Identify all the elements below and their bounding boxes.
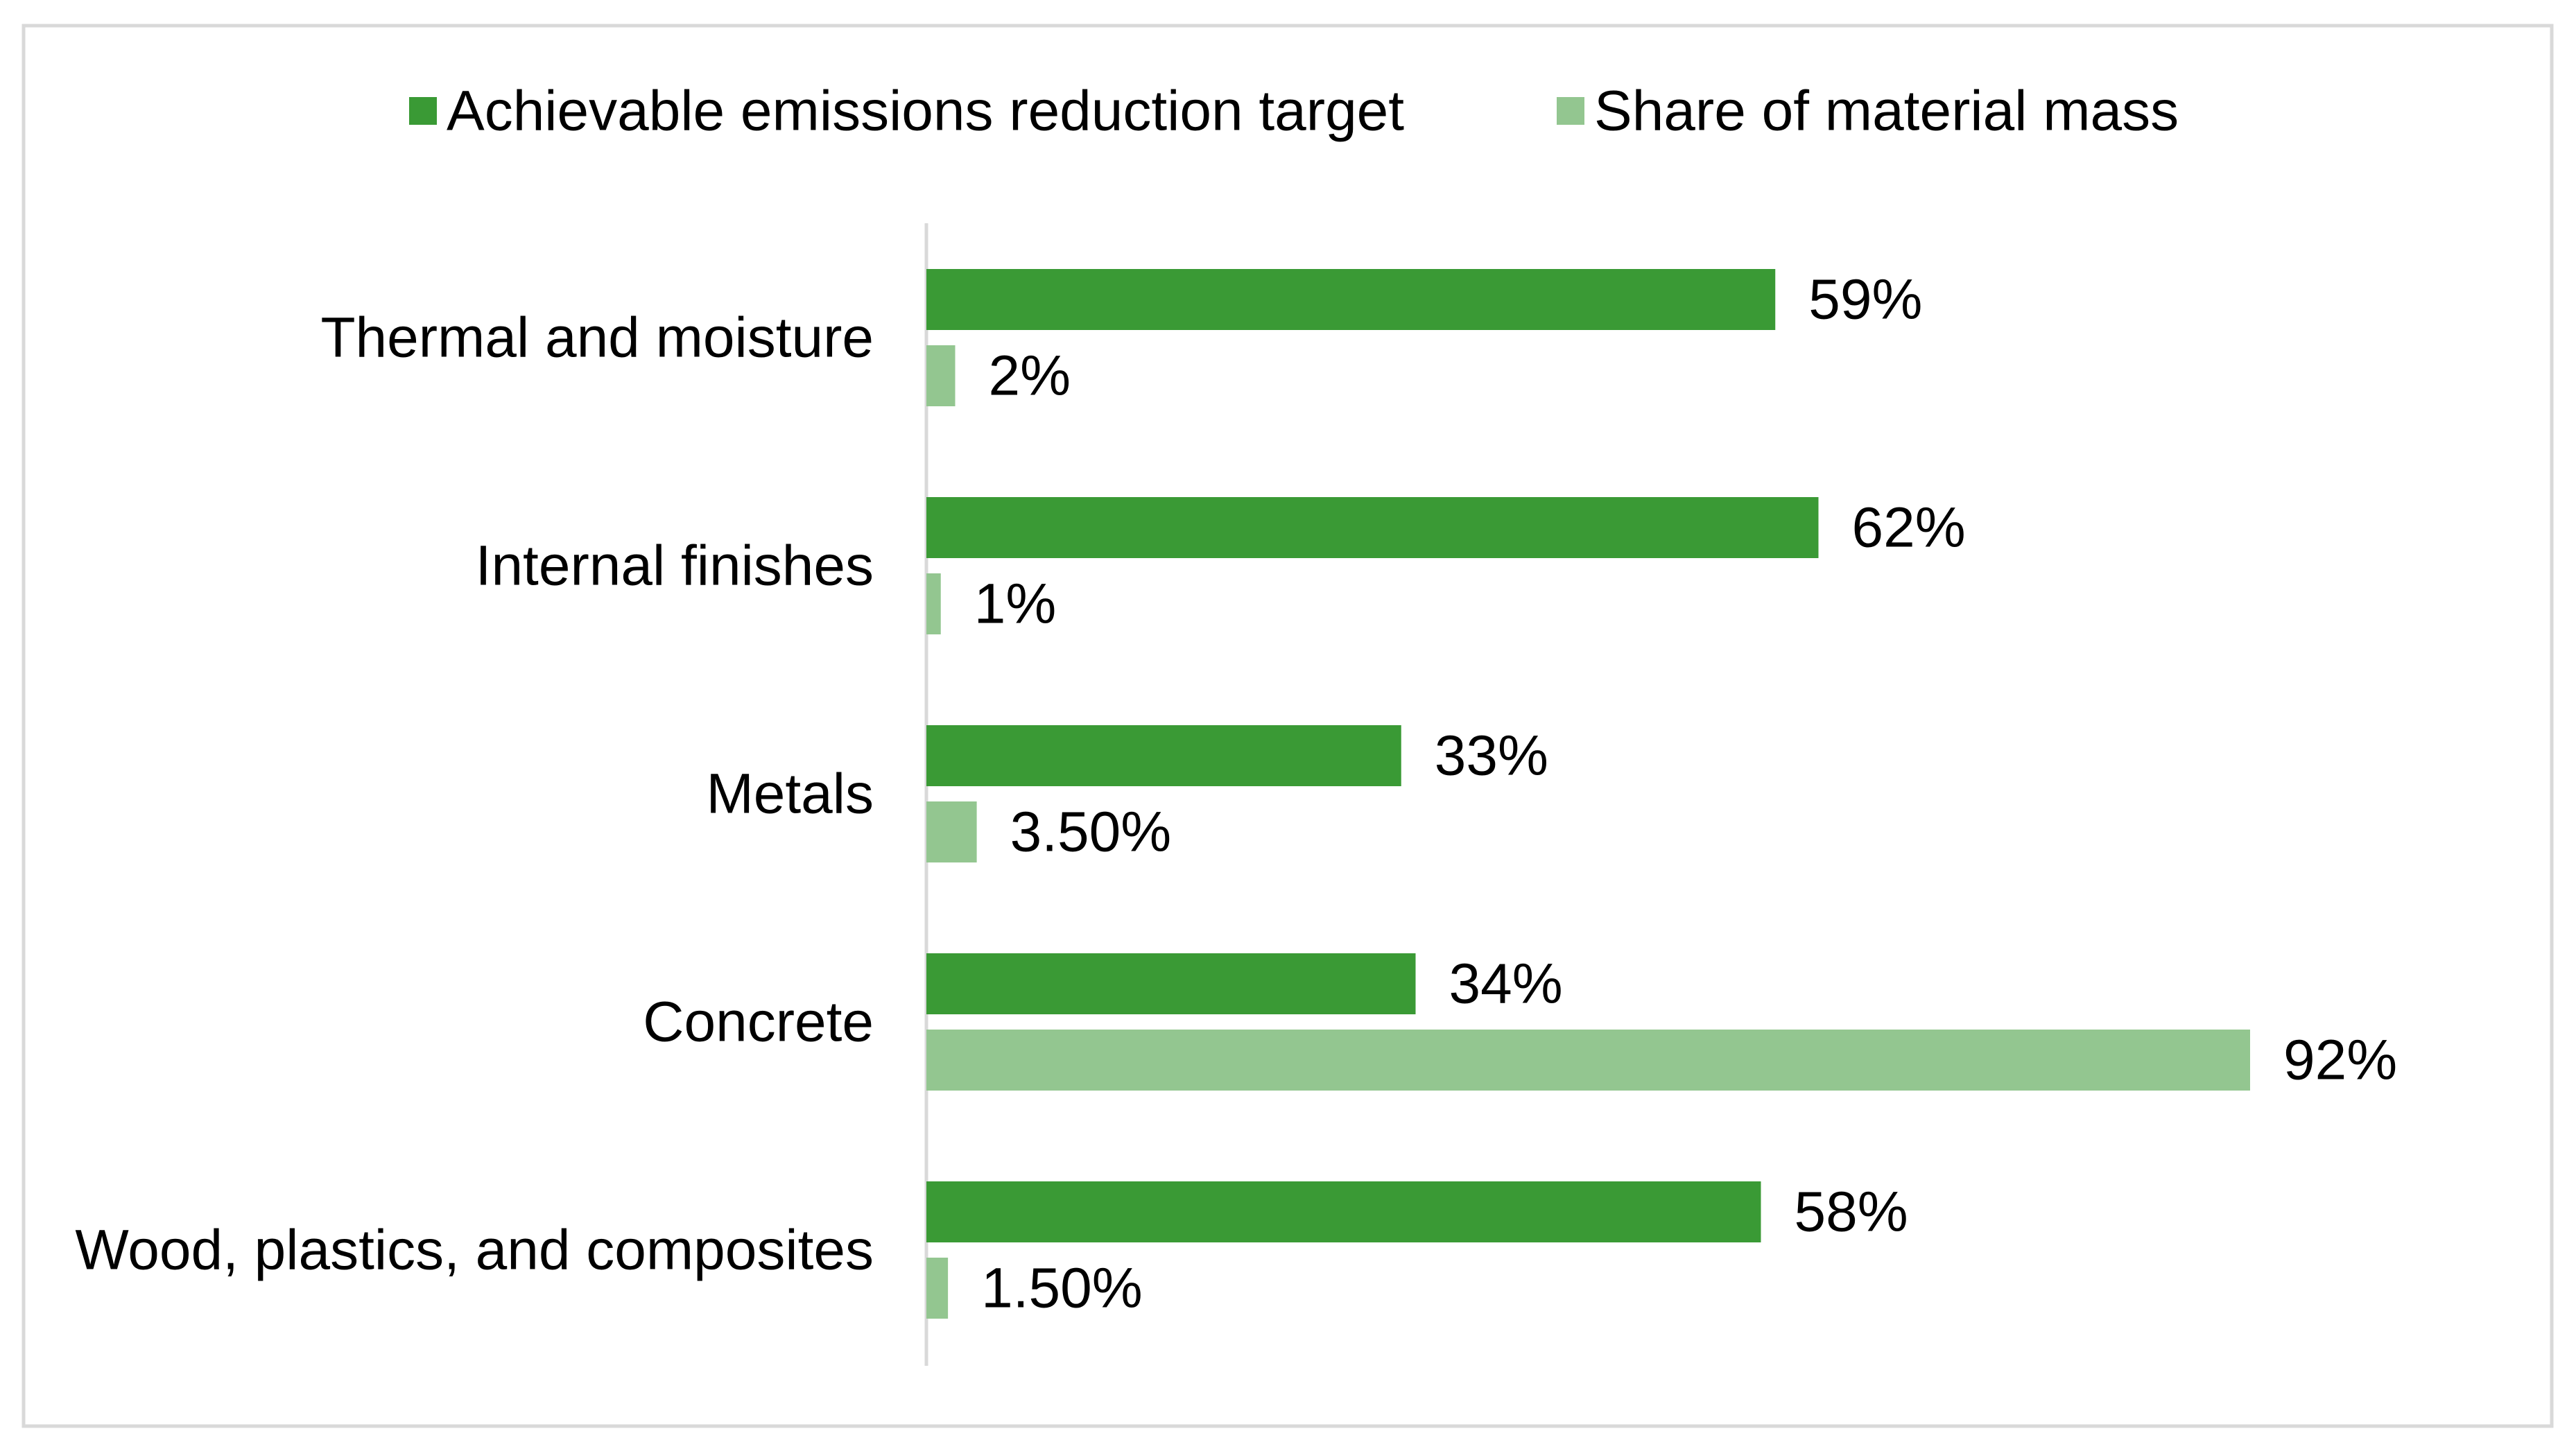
legend-label: Achievable emissions reduction target [447,80,1404,143]
category-label: Internal finishes [476,535,874,598]
category-labels: Thermal and moisture Internal finishes Met… [75,306,874,1282]
bar-material-mass [926,1030,2250,1091]
bar-emissions-target [926,497,1819,558]
bar-material-mass [926,345,956,406]
legend: Achievable emissions reduction target Sha… [409,80,2179,143]
category-label: Thermal and moisture [320,306,874,370]
bar-emissions-target [926,1181,1761,1242]
legend-label: Share of material mass [1594,80,2179,143]
legend-swatch [409,97,437,125]
bar-material-mass [926,573,941,634]
category-label: Concrete [643,991,874,1054]
legend-swatch [1557,97,1584,125]
data-label: 34% [1449,953,1563,1016]
bar-emissions-target [926,269,1776,330]
category-label: Metals [706,763,874,826]
bar-emissions-target [926,725,1401,786]
bar-material-mass [926,1258,949,1319]
data-label: 92% [2283,1029,2397,1092]
bars [926,269,2250,1319]
data-label: 33% [1435,724,1548,788]
bar-material-mass [926,801,977,862]
data-label: 1% [974,573,1057,636]
data-label: 62% [1852,496,1966,559]
data-label: 1.50% [981,1257,1143,1320]
data-label: 3.50% [1010,801,1172,864]
value-labels: 59% 2% 62% 1% 33% 3.50% 34% 92% 58% 1.50% [974,268,2397,1320]
data-label: 59% [1808,268,1922,331]
data-label: 2% [989,345,1071,408]
bar-emissions-target [926,953,1416,1014]
category-label: Wood, plastics, and composites [75,1219,874,1282]
data-label: 58% [1795,1181,1908,1244]
